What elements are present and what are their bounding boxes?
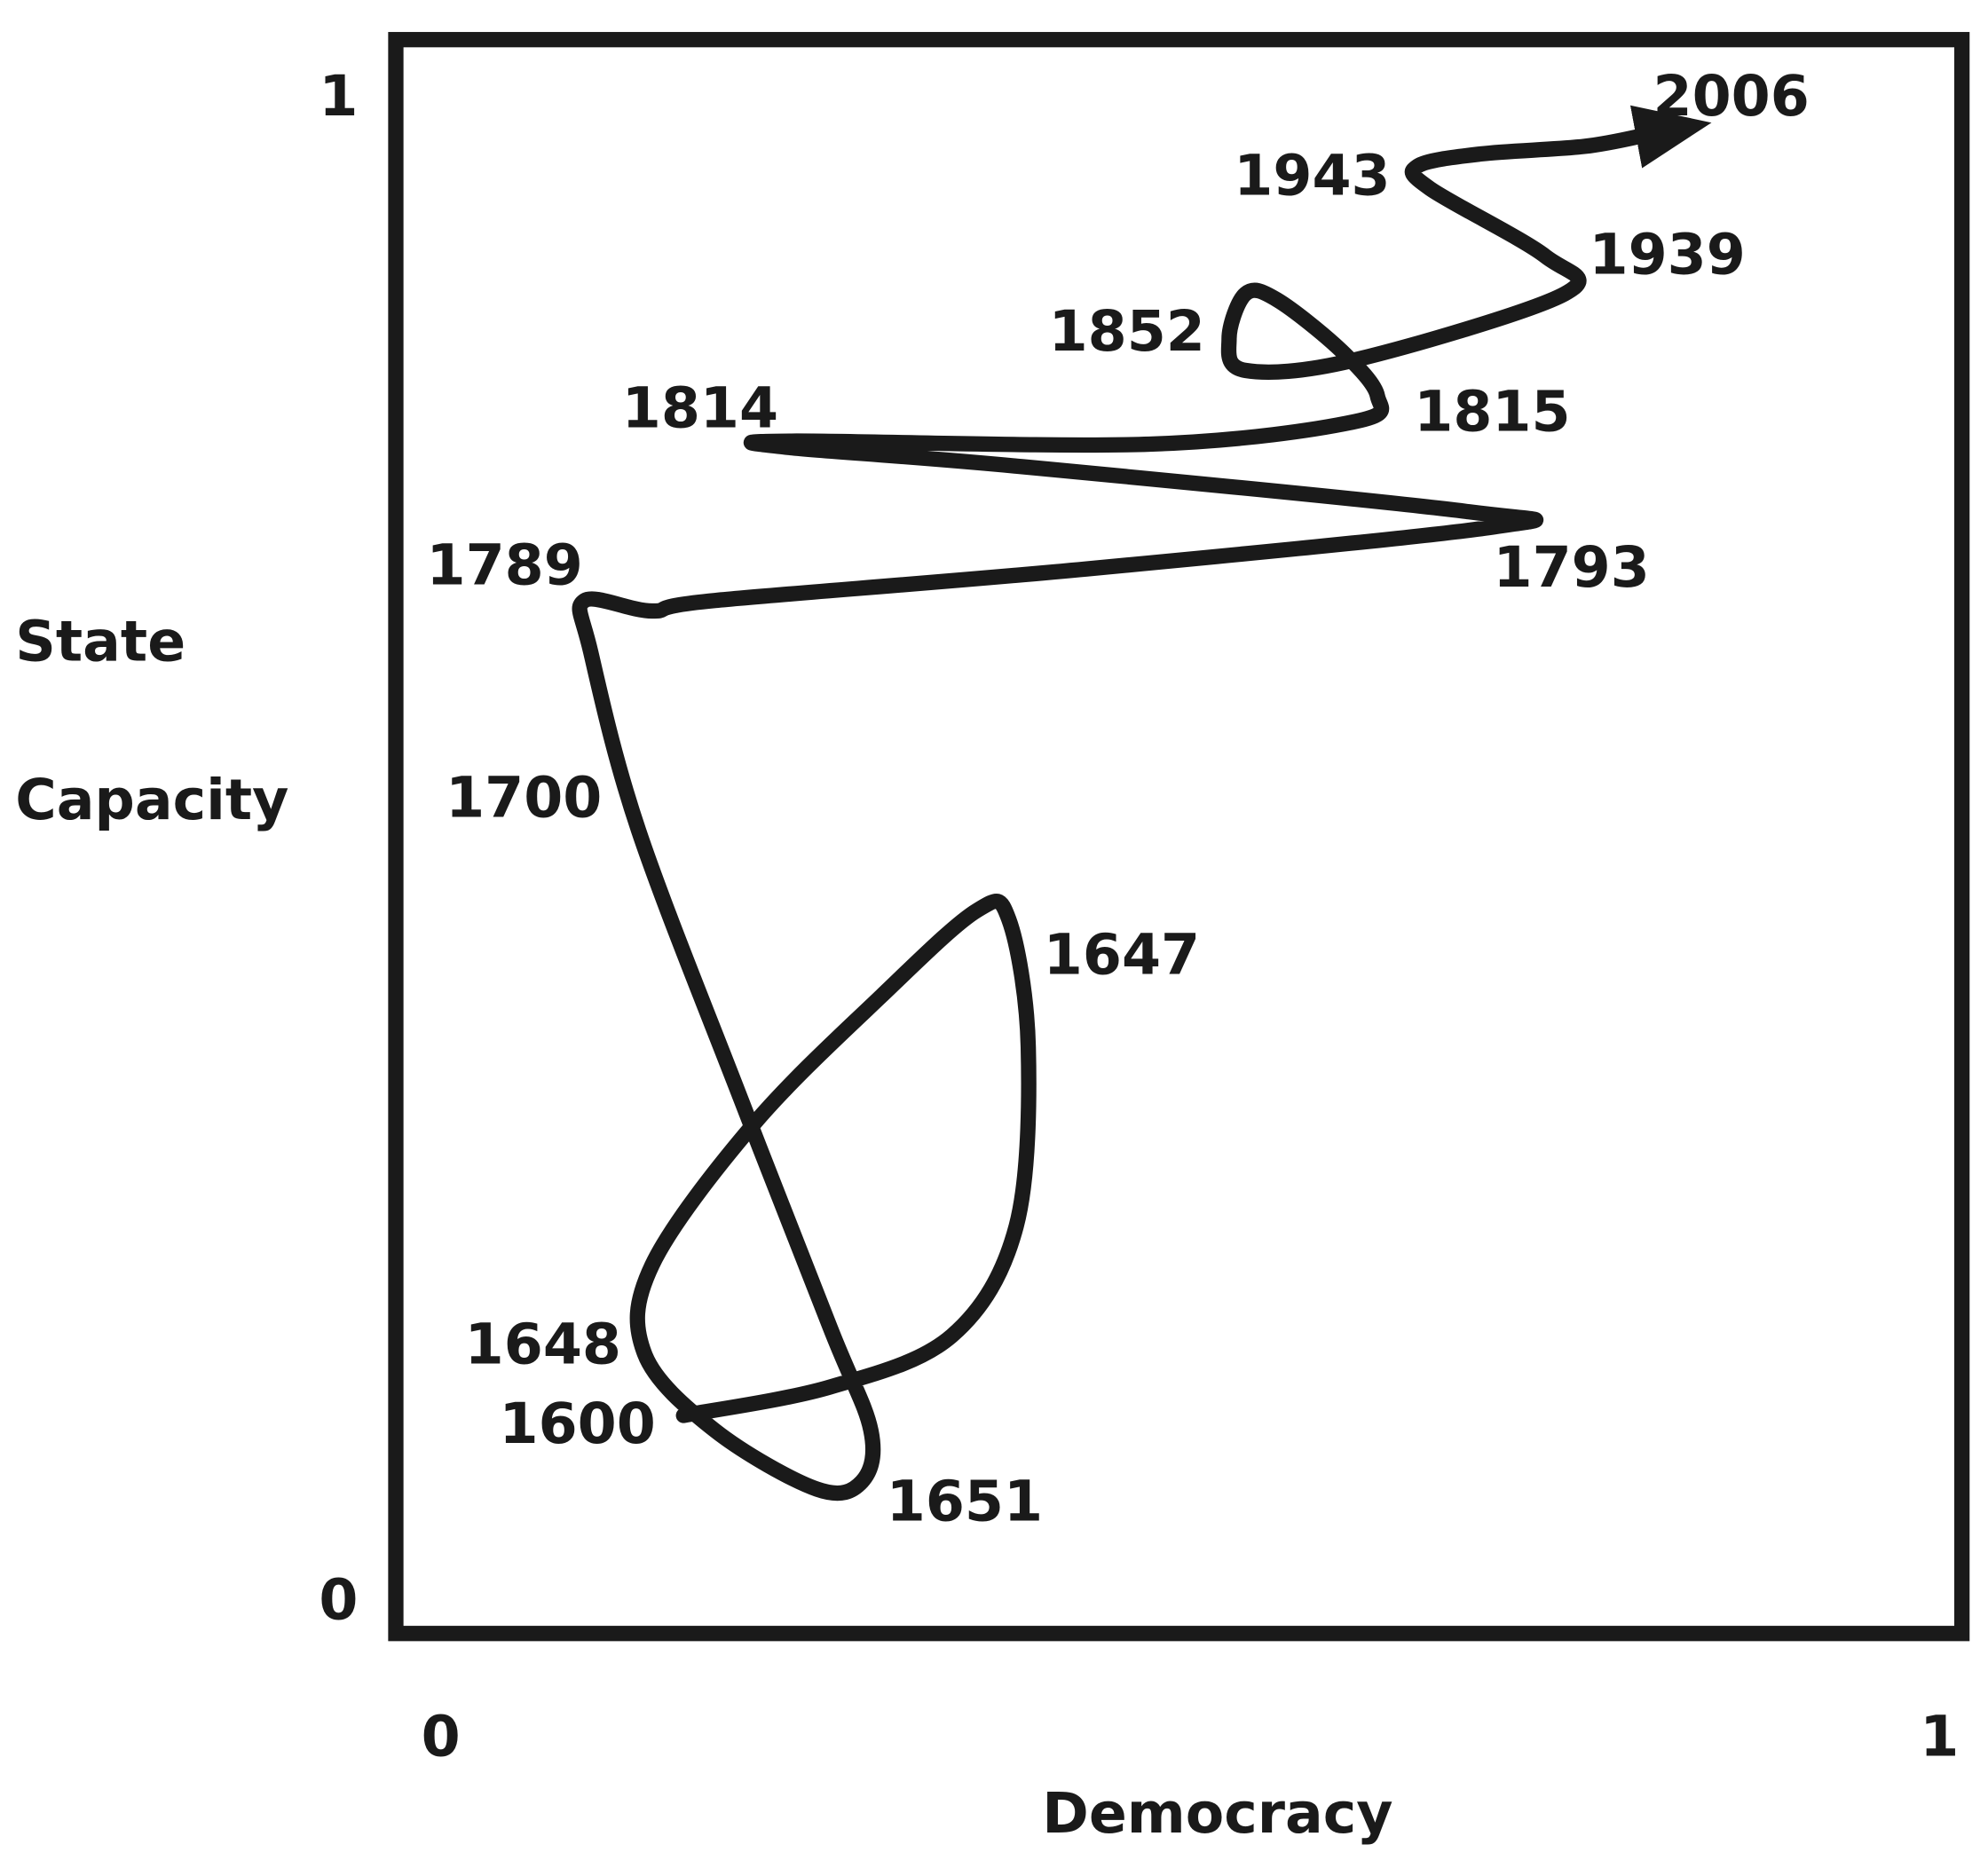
year-label: 1943 xyxy=(1234,142,1390,208)
plot-frame xyxy=(388,32,1970,1642)
year-label: 1939 xyxy=(1590,222,1746,288)
year-label: 1852 xyxy=(1049,298,1205,364)
year-label: 1793 xyxy=(1494,534,1650,600)
year-label: 1814 xyxy=(622,374,778,440)
x-tick-label: 0 xyxy=(422,1703,461,1769)
year-label: 1700 xyxy=(446,764,602,830)
year-label: 1648 xyxy=(465,1312,621,1377)
year-label: 1789 xyxy=(427,532,583,597)
y-axis-label-box: State Capacity xyxy=(15,609,289,833)
trajectory-line xyxy=(572,105,1712,1501)
year-label: 1815 xyxy=(1414,379,1570,445)
year-label: 1647 xyxy=(1044,921,1200,987)
y-tick-label: 1 xyxy=(319,63,358,129)
year-label: 2006 xyxy=(1653,63,1810,129)
year-label: 1600 xyxy=(500,1391,656,1456)
y-tick-label: 0 xyxy=(319,1566,358,1632)
x-tick-label: 1 xyxy=(1920,1703,1959,1769)
x-axis-label: Democracy xyxy=(1042,1780,1392,1846)
year-label: 1651 xyxy=(887,1469,1043,1534)
y-axis-label: State Capacity xyxy=(15,609,289,833)
